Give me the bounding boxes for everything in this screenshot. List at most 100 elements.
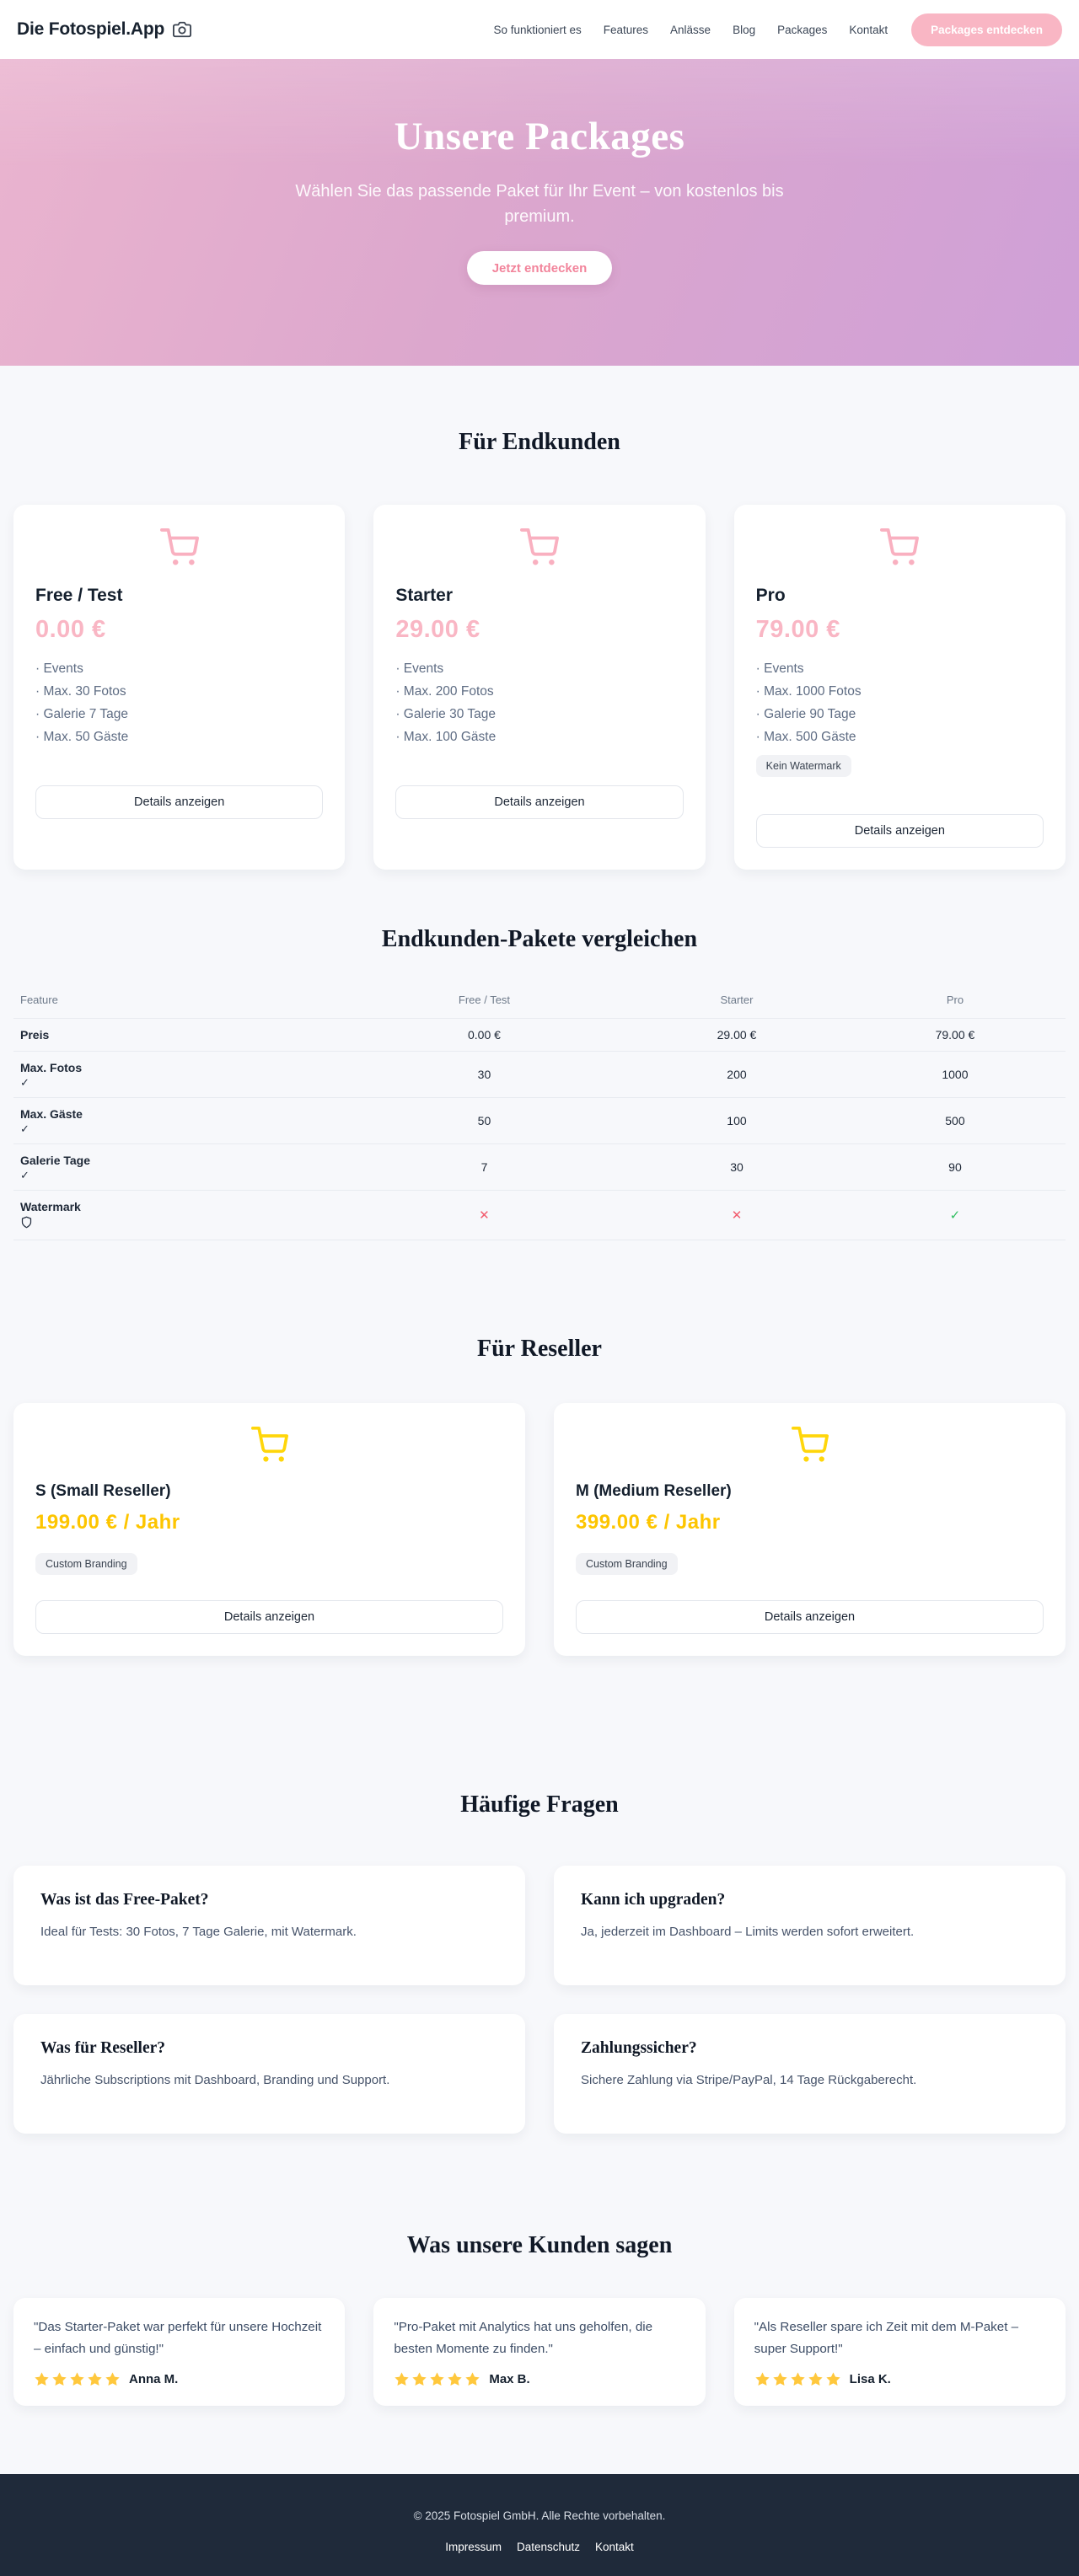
details-button[interactable]: Details anzeigen [395, 785, 684, 820]
check-mark: ✓ [949, 1208, 961, 1224]
faq-card: Zahlungssicher? Sichere Zahlung via Stri… [554, 2014, 1066, 2134]
testimonial-quote: "Pro-Paket mit Analytics hat uns geholfe… [394, 2320, 653, 2357]
star-icon [35, 2372, 49, 2386]
cart-icon-wrap [35, 1427, 503, 1464]
check-icon: ✓ [20, 1122, 30, 1136]
package-name: Free / Test [35, 586, 123, 606]
star-rating [34, 2371, 121, 2387]
nav-item-4[interactable]: Packages [777, 23, 828, 36]
nav-item-5[interactable]: Kontakt [849, 23, 888, 36]
faq-answer: Ja, jederzeit im Dashboard – Limits werd… [581, 1925, 915, 1940]
faq-heading: Häufige Fragen [460, 1791, 619, 1818]
package-name: Starter [395, 586, 454, 606]
package-price: 29.00 € [395, 616, 480, 644]
testimonial-meta: Anna M. [34, 2371, 325, 2387]
cart-icon [880, 528, 920, 565]
cell-value: 79.00 € [844, 1018, 1066, 1052]
compare-header-row: Feature Free / Test Starter Pro [13, 985, 1066, 1020]
cart-icon [159, 528, 199, 565]
cell-text: 1000 [942, 1068, 969, 1082]
feature-item: Max. 200 Fotos [395, 680, 683, 703]
cell-value: 200 [629, 1051, 845, 1099]
footer-link-0[interactable]: Impressum [445, 2541, 502, 2554]
testimonial-name: Max B. [489, 2372, 530, 2387]
cell-text: 29.00 € [717, 1028, 757, 1042]
cell-text: 200 [727, 1068, 747, 1082]
faq-question: Kann ich upgraden? [581, 1891, 726, 1909]
column-header: Free / Test [339, 985, 630, 1020]
cell-text: 500 [945, 1114, 965, 1128]
cart-icon [250, 1427, 288, 1463]
feature-item: Max. 100 Gäste [395, 726, 683, 748]
cell-text: 0.00 € [468, 1028, 501, 1042]
star-icon [808, 2372, 823, 2386]
row-label: Galerie Tage [20, 1154, 91, 1168]
package-badge: Kein Watermark [755, 755, 851, 778]
row-label: Watermark [20, 1200, 81, 1214]
feature-item: Galerie 90 Tage [756, 703, 1044, 726]
cross-mark: ✕ [479, 1208, 490, 1224]
feature-list: EventsMax. 1000 FotosGalerie 90 TageMax.… [756, 657, 1044, 748]
check-icon: ✓ [20, 1169, 30, 1182]
cell-text: 30 [477, 1068, 491, 1082]
star-icon [88, 2372, 102, 2386]
pricing-card: S (Small Reseller) 199.00 € / Jahr Custom… [13, 1403, 525, 1657]
cell-value: 7 [339, 1143, 630, 1192]
cell-text: 30 [730, 1160, 743, 1175]
footer-link-1[interactable]: Datenschutz [516, 2541, 581, 2554]
star-rating [394, 2371, 480, 2387]
cell-value: 30 [629, 1143, 845, 1192]
nav-item-0[interactable]: So funktioniert es [493, 23, 582, 36]
column-header: Starter [629, 985, 845, 1020]
nav-item-2[interactable]: Anlässe [670, 23, 711, 36]
hero-title: Unsere Packages [394, 115, 685, 158]
star-icon [412, 2372, 427, 2386]
cell-text: 79.00 € [935, 1028, 975, 1042]
details-button[interactable]: Details anzeigen [755, 814, 1044, 849]
cell-value: 100 [629, 1097, 845, 1145]
cell-text: 7 [480, 1160, 488, 1175]
nav-item-3[interactable]: Blog [733, 23, 756, 36]
star-icon [448, 2372, 462, 2386]
cell-text: 50 [477, 1114, 491, 1128]
cell-value: ✕ [339, 1190, 630, 1241]
cart-icon-wrap [576, 1427, 1044, 1464]
feature-item: Max. 30 Fotos [35, 680, 323, 703]
pricing-card: Free / Test 0.00 € EventsMax. 30 FotosGal… [13, 505, 346, 870]
details-button[interactable]: Details anzeigen [35, 785, 324, 820]
cart-icon [791, 1427, 829, 1463]
nav-item-1[interactable]: Features [603, 23, 649, 36]
feature-list: EventsMax. 200 FotosGalerie 30 TageMax. … [395, 657, 683, 748]
cross-mark: ✕ [731, 1208, 743, 1224]
feature-item: Max. 500 Gäste [756, 726, 1044, 748]
table-row: Watermark ✕ ✕ ✓ [13, 1190, 1066, 1241]
table-row: Max. Gäste ✓ 50 100 500 [13, 1097, 1066, 1145]
row-label-cell: Max. Gäste ✓ [13, 1097, 340, 1145]
details-button[interactable]: Details anzeigen [35, 1600, 503, 1635]
section-faq: Häufige Fragen Was ist das Free-Paket? I… [0, 1656, 1079, 2134]
feature-item: Max. 1000 Fotos [756, 680, 1044, 703]
faq-answer: Jährliche Subscriptions mit Dashboard, B… [40, 2073, 390, 2088]
testimonial-meta: Max B. [394, 2371, 684, 2387]
compare-heading: Endkunden-Pakete vergleichen [381, 926, 698, 953]
star-icon [395, 2372, 409, 2386]
cart-icon-wrap [756, 528, 1044, 567]
cart-icon-wrap [35, 528, 323, 567]
star-icon [791, 2372, 805, 2386]
compare-table: Feature Free / Test Starter Pro Preis 0.00 €… [13, 985, 1066, 1241]
star-icon [826, 2372, 840, 2386]
cart-icon [519, 528, 559, 565]
cell-text: 90 [948, 1160, 962, 1175]
package-price: 399.00 € / Jahr [576, 1511, 721, 1534]
faq-question: Was ist das Free-Paket? [40, 1891, 209, 1909]
package-badge: Custom Branding [35, 1553, 137, 1576]
row-label: Max. Fotos [20, 1061, 83, 1075]
footer-link-2[interactable]: Kontakt [595, 2541, 634, 2554]
row-label-cell: Watermark [13, 1190, 340, 1241]
table-row: Galerie Tage ✓ 7 30 90 [13, 1143, 1066, 1192]
header-cta-button[interactable]: Packages entdecken [911, 13, 1062, 46]
endkunden-heading: Für Endkunden [459, 429, 620, 456]
hero-cta-button[interactable]: Jetzt entdecken [466, 251, 613, 286]
section-reseller: Für Reseller S (Small Reseller) 199.00 €… [0, 1240, 1079, 1657]
details-button[interactable]: Details anzeigen [576, 1600, 1044, 1635]
